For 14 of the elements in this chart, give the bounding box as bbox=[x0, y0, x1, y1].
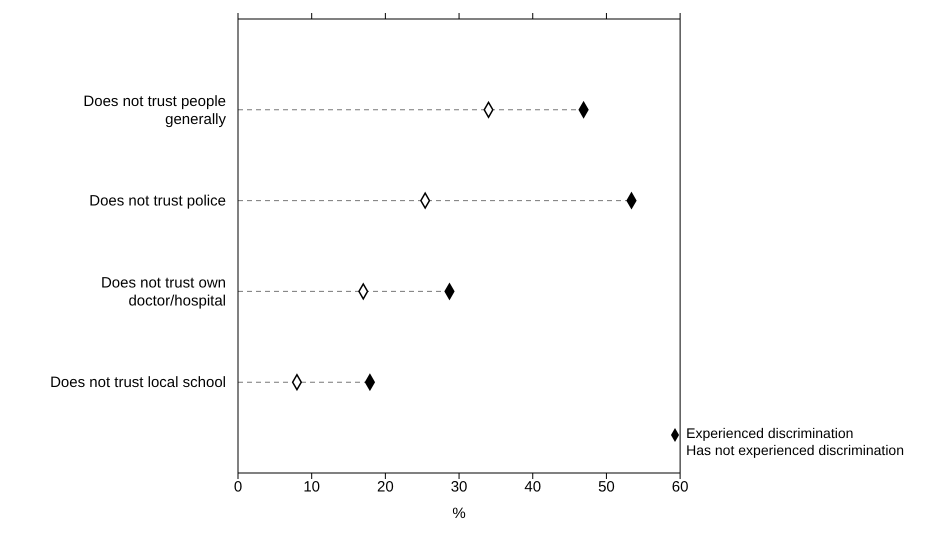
text: Has not experienced discrimination bbox=[686, 442, 904, 458]
x-tick-label: 50 bbox=[598, 478, 615, 496]
y-tick-label: Does not trust local school bbox=[50, 374, 226, 392]
x-tick-label: 40 bbox=[524, 478, 542, 496]
x-tick-label: 20 bbox=[377, 478, 394, 496]
legend-label: Experienced discrimination bbox=[686, 425, 854, 442]
y-tick-label: Does not trust own doctor/hospital bbox=[100, 274, 226, 310]
y-tick-label: Does not trust people generally bbox=[83, 92, 226, 128]
x-tick-label: 30 bbox=[450, 478, 468, 496]
x-axis-title: % bbox=[452, 505, 466, 522]
x-tick-label: 0 bbox=[234, 478, 242, 496]
y-tick-label: Does not trust police bbox=[89, 192, 226, 210]
x-tick-label: 60 bbox=[672, 478, 688, 496]
x-tick-label: 10 bbox=[303, 478, 320, 496]
